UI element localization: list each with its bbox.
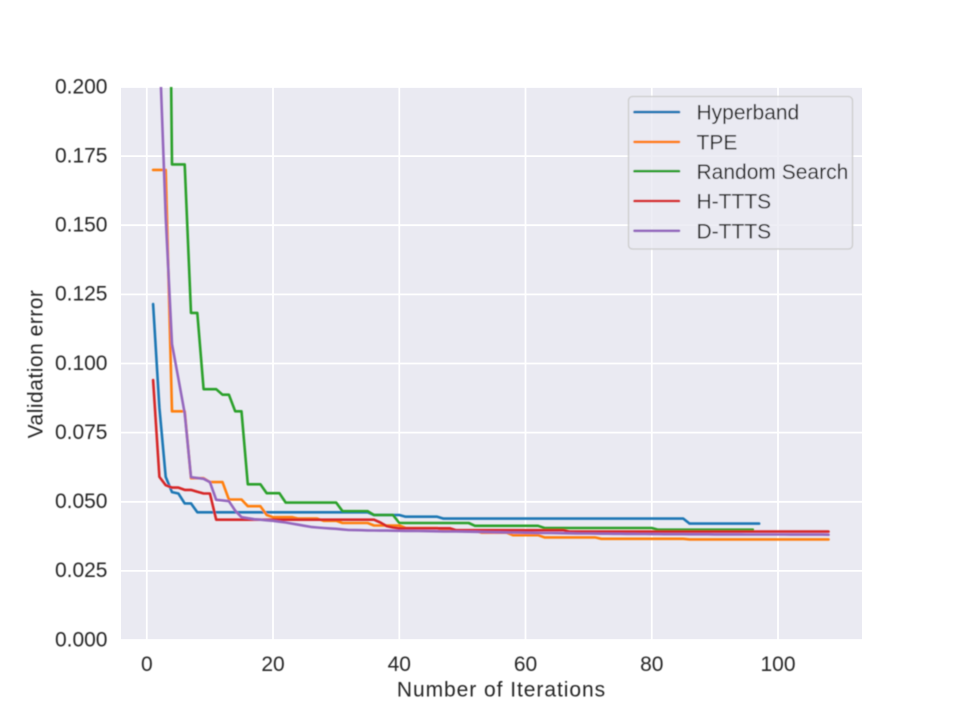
svg-text:Validation error: Validation error xyxy=(25,290,48,439)
svg-text:0.175: 0.175 xyxy=(55,144,108,167)
svg-text:0.025: 0.025 xyxy=(55,559,108,582)
svg-text:20: 20 xyxy=(261,653,284,676)
svg-text:0.125: 0.125 xyxy=(55,283,108,306)
svg-text:100: 100 xyxy=(760,653,795,676)
svg-text:0.200: 0.200 xyxy=(55,75,108,98)
svg-text:0.050: 0.050 xyxy=(55,490,108,513)
svg-text:0.075: 0.075 xyxy=(55,421,108,444)
svg-text:40: 40 xyxy=(388,653,411,676)
svg-text:0: 0 xyxy=(141,653,153,676)
svg-text:TPE: TPE xyxy=(697,132,738,155)
svg-text:0.100: 0.100 xyxy=(55,352,108,375)
svg-text:0.000: 0.000 xyxy=(55,628,108,651)
svg-text:Random Search: Random Search xyxy=(697,161,849,184)
svg-text:D-TTTS: D-TTTS xyxy=(697,220,772,243)
svg-text:H-TTTS: H-TTTS xyxy=(697,191,772,214)
svg-text:0.150: 0.150 xyxy=(55,214,108,237)
svg-text:Hyperband: Hyperband xyxy=(697,102,800,125)
svg-text:80: 80 xyxy=(640,653,663,676)
svg-text:60: 60 xyxy=(514,653,537,676)
svg-text:Number of Iterations: Number of Iterations xyxy=(397,678,606,701)
